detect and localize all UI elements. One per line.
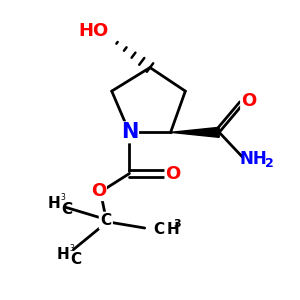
- Text: O: O: [91, 182, 106, 200]
- Text: H: H: [166, 222, 179, 237]
- Text: $_3$: $_3$: [60, 191, 67, 204]
- Text: C: C: [61, 202, 73, 217]
- Text: H: H: [47, 196, 60, 211]
- Text: $_3$: $_3$: [69, 242, 75, 254]
- Text: C: C: [70, 252, 81, 267]
- Text: 2: 2: [266, 157, 274, 170]
- Text: C: C: [154, 222, 165, 237]
- Text: 3: 3: [173, 219, 181, 229]
- Text: NH: NH: [239, 150, 267, 168]
- Polygon shape: [171, 127, 219, 137]
- Text: H: H: [56, 247, 69, 262]
- Text: O: O: [165, 165, 181, 183]
- Text: C: C: [100, 213, 111, 228]
- Text: O: O: [241, 92, 256, 110]
- Text: N: N: [121, 122, 138, 142]
- Text: HO: HO: [78, 22, 109, 40]
